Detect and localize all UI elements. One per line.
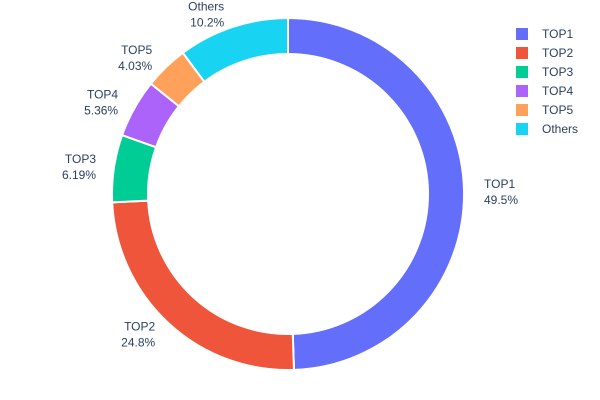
- legend-item-top3[interactable]: TOP3: [516, 65, 573, 79]
- slice-label-percent: 4.03%: [118, 59, 152, 73]
- legend-item-top4[interactable]: TOP4: [516, 84, 573, 98]
- legend-swatch: [516, 66, 528, 78]
- slice-labels-layer: TOP1 49.5% TOP2 24.8% TOP3 6.19% TOP4 5.36% TOP5…: [62, 0, 518, 350]
- slice-label-top3: TOP3 6.19%: [62, 152, 96, 182]
- slice-others[interactable]: [181, 16, 289, 84]
- slice-label-name: TOP2: [124, 320, 155, 334]
- legend-label: TOP4: [542, 84, 573, 98]
- slice-label-name: TOP4: [87, 87, 118, 101]
- legend-item-top5[interactable]: TOP5: [516, 103, 573, 117]
- legend-item-top1[interactable]: TOP1: [516, 27, 573, 41]
- slice-label-name: TOP5: [121, 43, 152, 57]
- slice-label-top4: TOP4 5.36%: [84, 87, 118, 117]
- legend-item-others[interactable]: Others: [516, 122, 578, 136]
- slice-label-top2: TOP2 24.8%: [121, 320, 155, 350]
- slice-label-top5: TOP5 4.03%: [118, 43, 152, 73]
- legend-swatch: [516, 85, 528, 97]
- legend-label: TOP5: [542, 103, 573, 117]
- slice-top1[interactable]: [287, 16, 466, 371]
- legend-label: TOP1: [542, 27, 573, 41]
- slice-label-percent: 6.19%: [62, 168, 96, 182]
- legend-item-top2[interactable]: TOP2: [516, 46, 573, 60]
- legend-swatch: [516, 123, 528, 135]
- legend-label: TOP2: [542, 46, 573, 60]
- legend-swatch: [516, 104, 528, 116]
- slice-label-top1: TOP1 49.5%: [484, 177, 518, 207]
- slice-label-name: TOP1: [484, 177, 515, 191]
- legend[interactable]: TOP1 TOP2 TOP3 TOP4 TOP5 Others: [516, 27, 578, 136]
- legend-label: TOP3: [542, 65, 573, 79]
- slices-layer: [111, 16, 466, 371]
- slice-label-percent: 5.36%: [84, 103, 118, 117]
- slice-label-percent: 49.5%: [484, 193, 518, 207]
- slice-label-percent: 10.2%: [190, 16, 224, 30]
- slice-label-percent: 24.8%: [121, 336, 155, 350]
- slice-label-name: Others: [188, 0, 224, 14]
- slice-label-name: TOP3: [65, 152, 96, 166]
- legend-swatch: [516, 28, 528, 40]
- legend-label: Others: [542, 122, 578, 136]
- legend-swatch: [516, 47, 528, 59]
- slice-label-others: Others 10.2%: [188, 0, 224, 30]
